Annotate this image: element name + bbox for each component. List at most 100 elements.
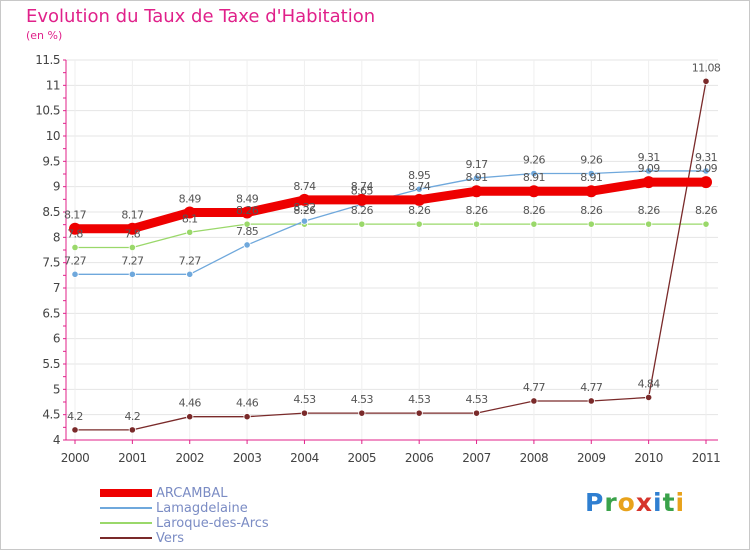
data-label: 4.2 — [67, 410, 83, 423]
data-label: 8.32 — [293, 201, 315, 214]
legend-swatch — [100, 489, 152, 497]
data-point — [243, 413, 251, 421]
data-point — [645, 220, 653, 228]
y-tick-label: 9 — [53, 180, 60, 194]
data-label: 8.49 — [179, 193, 202, 206]
data-label: 9.09 — [695, 162, 718, 175]
data-point — [71, 426, 79, 434]
data-point — [186, 270, 194, 278]
data-point — [527, 185, 540, 198]
data-label: 8.26 — [293, 204, 316, 217]
data-point — [243, 241, 251, 249]
data-label: 8.91 — [580, 171, 602, 184]
x-tick-label: 2001 — [118, 451, 147, 465]
data-label: 8.65 — [351, 184, 374, 197]
data-point — [128, 243, 136, 252]
data-point — [243, 220, 251, 228]
data-label: 9.26 — [523, 153, 546, 166]
data-point — [413, 193, 426, 206]
data-label: 8.26 — [465, 204, 488, 217]
data-point — [530, 397, 538, 405]
x-tick-label: 2002 — [175, 451, 204, 465]
legend-item: Laroque-des-Arcs — [100, 516, 360, 531]
data-point — [472, 174, 481, 182]
chart-subtitle: (en %) — [26, 29, 63, 42]
data-point — [126, 222, 139, 235]
data-label: 4.84 — [638, 377, 661, 390]
data-point — [642, 176, 655, 189]
chart-title: Evolution du Taux de Taxe d'Habitation — [26, 6, 376, 27]
logo-letter: P — [585, 488, 605, 517]
data-point — [587, 169, 595, 178]
series-line — [74, 80, 707, 431]
data-label: 11.08 — [692, 61, 721, 74]
x-tick-label: 2000 — [61, 451, 90, 465]
y-tick-label: 11 — [46, 78, 60, 92]
series-line — [74, 223, 707, 249]
legend-swatch — [100, 507, 152, 509]
data-point — [186, 228, 194, 236]
y-tick-label: 10 — [46, 129, 60, 143]
y-tick-label: 8 — [53, 230, 60, 244]
data-point — [300, 217, 309, 225]
data-label: 8.95 — [408, 169, 431, 182]
data-point — [587, 397, 595, 405]
y-tick-label: 5.5 — [42, 357, 60, 371]
logo-letter: x — [635, 488, 653, 517]
data-point — [530, 169, 538, 178]
data-label: 4.77 — [580, 381, 603, 394]
chart-legend: ARCAMBAL Lamagdelaine Laroque-des-Arcs Vers — [100, 486, 360, 546]
legend-swatch — [100, 537, 152, 539]
data-label: 8.1 — [182, 212, 198, 225]
x-tick-label: 2008 — [520, 451, 549, 465]
data-point — [186, 413, 194, 421]
data-label: 8.17 — [121, 209, 144, 222]
data-label: 9.26 — [580, 153, 603, 166]
legend-item: Lamagdelaine — [100, 501, 360, 516]
data-point — [71, 243, 79, 252]
y-tick-label: 6.5 — [42, 306, 60, 320]
data-point — [470, 185, 483, 198]
data-label: 9.17 — [465, 158, 488, 171]
data-point — [472, 409, 481, 417]
data-label: 4.46 — [236, 397, 259, 410]
data-label: 7.27 — [64, 254, 87, 267]
y-tick-label: 4.5 — [42, 408, 60, 422]
data-label: 9.31 — [695, 151, 717, 164]
data-label: 4.53 — [293, 393, 316, 406]
y-tick-label: 5 — [53, 382, 60, 396]
data-point — [645, 393, 653, 402]
data-point — [298, 193, 311, 206]
x-tick-label: 2011 — [692, 451, 721, 465]
data-point — [702, 167, 710, 175]
y-tick-label: 7.5 — [42, 256, 60, 270]
x-tick-label: 2003 — [233, 451, 262, 465]
data-label: 8.26 — [523, 204, 546, 217]
data-label: 4.77 — [523, 381, 546, 394]
data-point — [128, 426, 136, 434]
data-point — [585, 185, 598, 198]
data-point — [472, 220, 481, 228]
data-label: 7.27 — [121, 254, 144, 267]
data-point — [415, 185, 423, 193]
data-label: 8.26 — [351, 204, 374, 217]
data-point — [69, 222, 81, 235]
legend-label: Laroque-des-Arcs — [156, 516, 269, 531]
data-point — [700, 176, 712, 189]
x-tick-label: 2004 — [290, 451, 319, 465]
data-label: 9.09 — [638, 162, 661, 175]
data-point — [183, 206, 196, 219]
x-tick-label: 2009 — [577, 451, 606, 465]
data-point — [358, 409, 366, 417]
y-tick-label: 7 — [53, 281, 60, 295]
data-label: 4.53 — [465, 393, 488, 406]
legend-label: Vers — [156, 531, 184, 546]
data-label: 7.8 — [125, 227, 141, 240]
data-label: 8.74 — [293, 180, 316, 193]
data-point — [241, 206, 254, 219]
data-label: 8.74 — [408, 180, 431, 193]
data-point — [300, 409, 309, 417]
data-label: 8.74 — [351, 180, 374, 193]
series-line — [70, 177, 711, 234]
legend-item: Vers — [100, 531, 360, 546]
